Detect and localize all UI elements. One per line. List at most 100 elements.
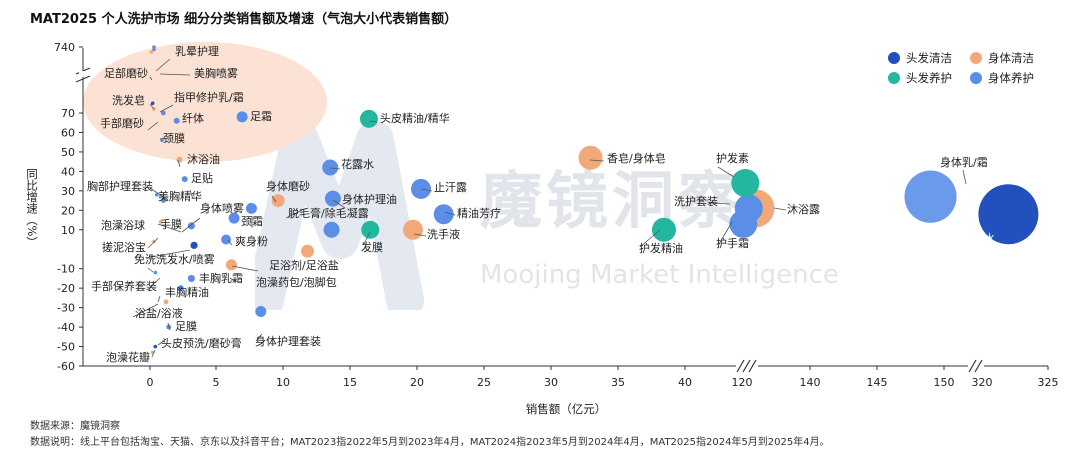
bubble bbox=[158, 220, 163, 224]
data-label: 颈膜 bbox=[163, 132, 185, 145]
bubble bbox=[323, 221, 340, 238]
data-label: 泡澡花瓣 bbox=[106, 350, 150, 364]
data-source: 数据来源：魔镜洞察 bbox=[30, 421, 120, 432]
x-tick-label: 20 bbox=[410, 376, 424, 389]
data-label: 沐浴露 bbox=[787, 203, 820, 216]
leader-line bbox=[157, 223, 182, 233]
y-tick-label: 30 bbox=[61, 185, 75, 198]
y-tick-label: -60 bbox=[57, 360, 75, 373]
bubble bbox=[322, 159, 339, 176]
bubble bbox=[177, 285, 184, 292]
y-tick-label: 10 bbox=[61, 224, 75, 237]
data-label: 身体乳/霜 bbox=[940, 155, 988, 169]
legend-item: 头发养护 bbox=[888, 70, 952, 86]
data-label: 身体护理油 bbox=[342, 192, 397, 206]
bubble bbox=[359, 109, 378, 128]
bubble bbox=[225, 259, 237, 271]
x-tick-label: 5 bbox=[213, 376, 220, 389]
bubble bbox=[149, 50, 154, 54]
y-tick-label: 50 bbox=[61, 146, 75, 159]
leader-line bbox=[132, 303, 159, 318]
data-label: 免洗洗发水/喷雾 bbox=[134, 252, 215, 266]
y-tick-label: 40 bbox=[61, 165, 75, 178]
bubble bbox=[245, 202, 257, 214]
data-note: 数据说明：线上平台包括淘宝、天猫、京东以及抖音平台；MAT2023指2022年5… bbox=[30, 437, 830, 448]
legend-swatch-body-clean bbox=[970, 52, 982, 64]
leader-line bbox=[177, 159, 181, 168]
x-tick-label: 325 bbox=[1038, 376, 1059, 389]
bubble bbox=[578, 145, 603, 170]
highlight-region bbox=[83, 42, 327, 162]
data-label: 胸部护理套装 bbox=[87, 179, 153, 193]
bubble bbox=[150, 101, 155, 106]
leader-line bbox=[229, 277, 237, 283]
leader-line bbox=[271, 195, 277, 203]
data-label: 颈霜 bbox=[241, 215, 263, 228]
y-tick-label: -50 bbox=[57, 341, 75, 354]
bubble bbox=[301, 244, 315, 258]
leader-line bbox=[718, 221, 733, 245]
data-label: 止汗露 bbox=[434, 181, 467, 194]
leader-line bbox=[167, 322, 171, 331]
data-label: 爽身粉 bbox=[235, 234, 268, 248]
bubble bbox=[181, 176, 188, 183]
leader-line bbox=[329, 167, 341, 170]
leader-line bbox=[420, 188, 433, 192]
y-tick-label: -10 bbox=[57, 263, 75, 276]
bubble bbox=[152, 45, 156, 49]
leader-line bbox=[255, 333, 263, 342]
legend-item: 身体养护 bbox=[970, 70, 1034, 86]
data-label: 护发素 bbox=[716, 151, 749, 165]
data-label: 丰胸精油 bbox=[165, 285, 209, 299]
leader-line bbox=[147, 267, 154, 273]
y-tick-label: 70 bbox=[61, 107, 75, 120]
data-label: 精油芳疗 bbox=[457, 206, 501, 220]
chart-title: MAT2025 个人洗护市场 细分分类销售额及增速（气泡大小代表销售额） bbox=[30, 12, 458, 27]
legend-swatch-body-care bbox=[970, 72, 982, 84]
bubble bbox=[160, 138, 164, 143]
bubble bbox=[221, 234, 232, 245]
data-label: 身体磨砂 bbox=[266, 179, 310, 193]
bubble bbox=[978, 184, 1039, 245]
leader-line bbox=[151, 349, 156, 358]
bubble bbox=[271, 194, 285, 208]
x-tick-label: 15 bbox=[343, 376, 357, 389]
data-label: 花露水 bbox=[341, 158, 374, 171]
x-tick-label: 150 bbox=[934, 376, 955, 389]
data-label: 足贴 bbox=[191, 171, 213, 185]
leader-line bbox=[159, 104, 174, 113]
y-tick-label: -20 bbox=[57, 282, 75, 295]
data-label: 搓泥浴宝 bbox=[102, 240, 146, 254]
data-label: 泡澡药包/泡脚包 bbox=[256, 275, 337, 289]
data-label: 手部保养套装 bbox=[91, 279, 157, 293]
leader-line bbox=[962, 169, 967, 185]
leader-line bbox=[149, 277, 161, 288]
x-tick-label: 25 bbox=[477, 376, 491, 389]
data-label: 脱毛膏/除毛凝露 bbox=[288, 206, 369, 220]
y-axis-break-gap bbox=[79, 71, 87, 77]
y-tick-label: 740 bbox=[54, 41, 75, 54]
leader-line bbox=[159, 73, 191, 76]
data-label: 浴盐/浴液 bbox=[135, 306, 183, 320]
bubble-overlay bbox=[904, 170, 957, 223]
legend-label: 身体养护 bbox=[988, 71, 1034, 85]
bubble bbox=[160, 198, 166, 203]
bubble bbox=[173, 117, 180, 124]
legend-label: 头发清洁 bbox=[906, 51, 952, 65]
data-label: 手部磨砂 bbox=[100, 116, 144, 130]
bubble bbox=[160, 110, 166, 116]
bubble bbox=[176, 156, 183, 163]
data-label: 纤体 bbox=[182, 111, 204, 125]
y-tick-label: -40 bbox=[57, 321, 75, 334]
x-tick-label: 10 bbox=[276, 376, 290, 389]
data-label: 足霜 bbox=[250, 110, 272, 123]
bubble bbox=[152, 47, 156, 52]
bubble bbox=[154, 192, 159, 197]
leader-line bbox=[181, 217, 201, 233]
leader-line bbox=[708, 202, 731, 205]
bubble bbox=[651, 217, 676, 242]
data-label: 洗手液 bbox=[427, 227, 460, 241]
y-tick-label: -30 bbox=[57, 302, 75, 315]
leader-line bbox=[155, 58, 171, 72]
